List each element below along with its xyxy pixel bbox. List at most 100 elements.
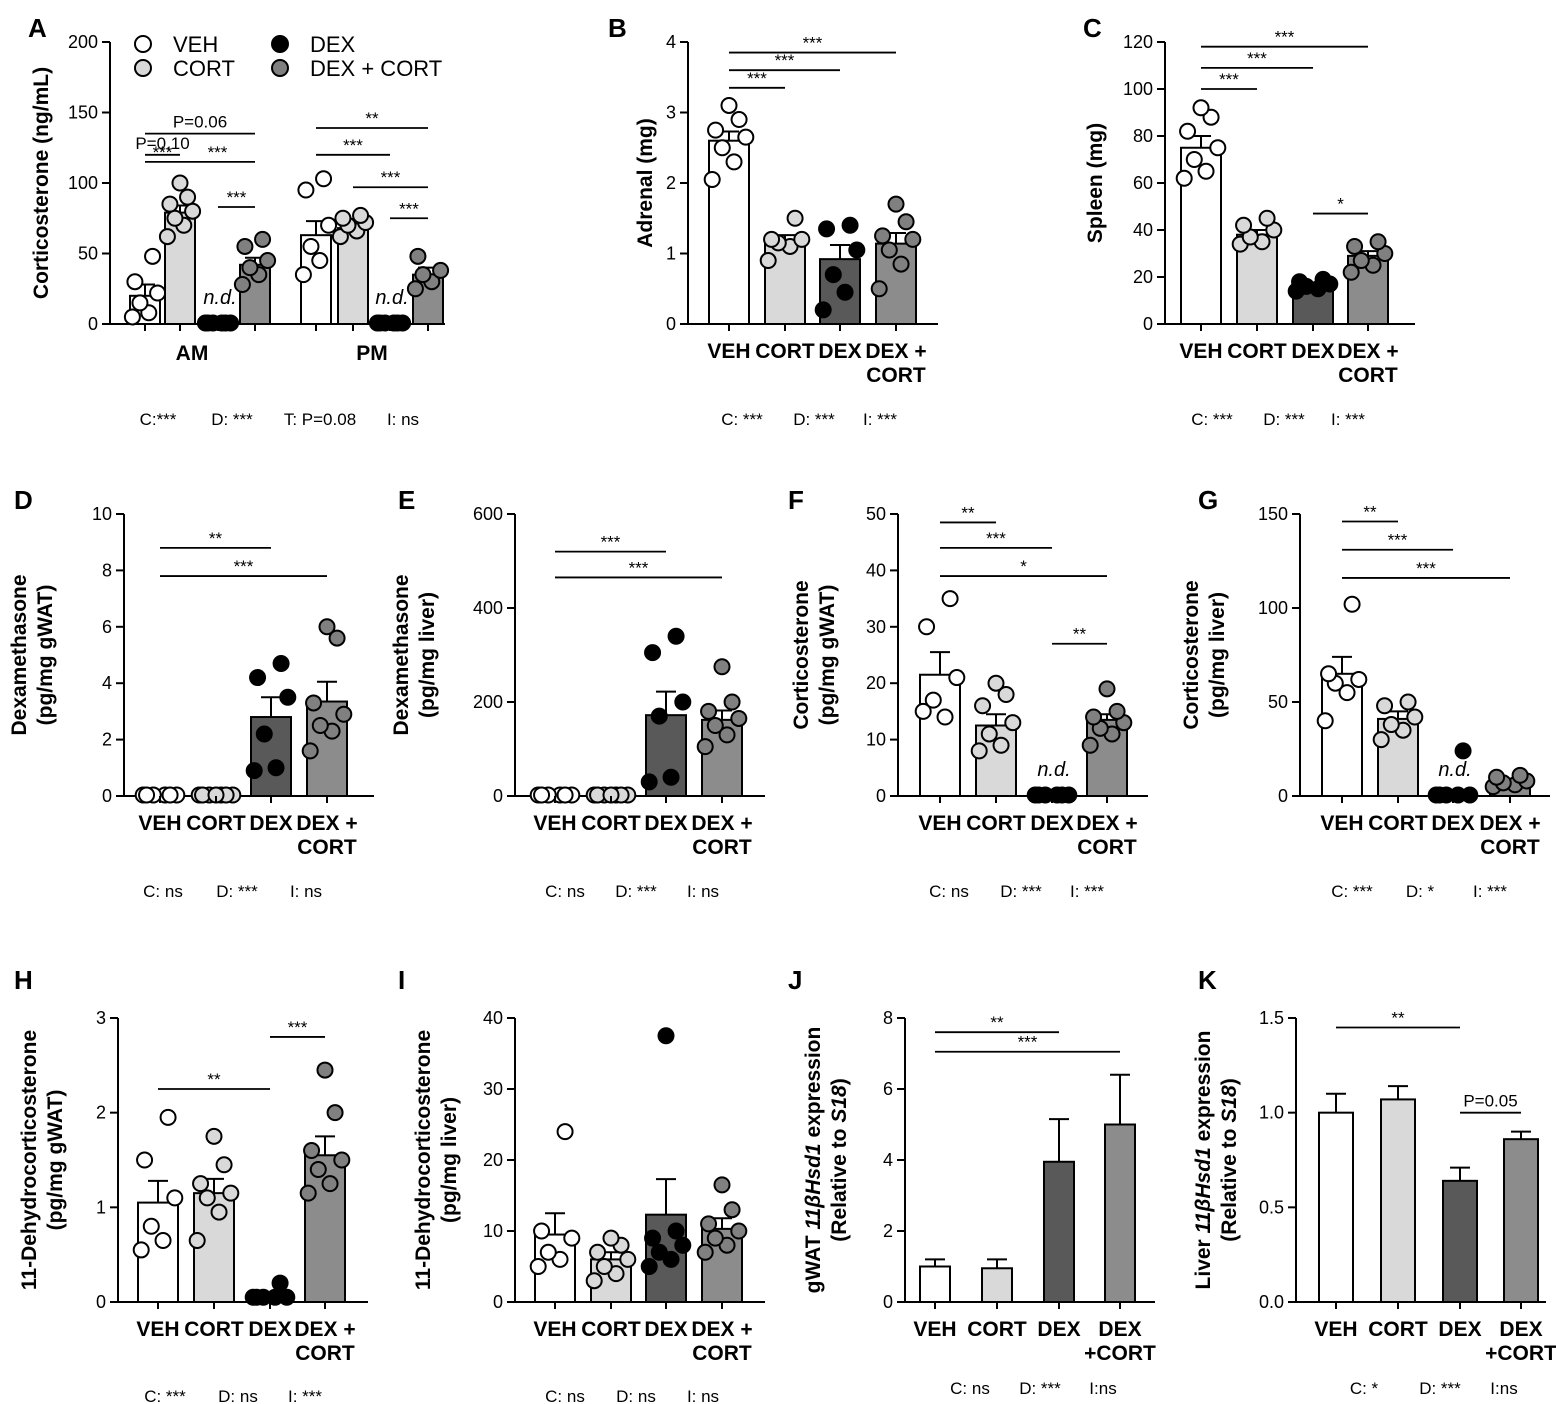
x-tick-label: DEX (1037, 1318, 1080, 1341)
data-point (406, 280, 424, 298)
y-tick-label: 100 (1258, 598, 1288, 618)
data-point (271, 1274, 289, 1292)
data-point (279, 688, 297, 706)
data-point (662, 768, 680, 786)
y-tick-label: 30 (866, 617, 886, 637)
data-point (1511, 766, 1529, 784)
data-point (316, 1061, 334, 1079)
panel-label-H: H (14, 965, 33, 995)
data-point (333, 1151, 351, 1169)
data-point (198, 1189, 216, 1207)
data-point (644, 1229, 662, 1247)
data-point (1185, 151, 1203, 168)
significance-label: *** (234, 557, 254, 576)
data-point (997, 685, 1015, 703)
y-tick-label: 1 (96, 1197, 106, 1217)
significance-label: *** (601, 533, 621, 552)
y-tick-label: 2 (102, 730, 112, 750)
data-point (222, 1184, 240, 1202)
x-tick-label: DEX (644, 812, 687, 835)
panel-A: A 0 50 100 150 200 Corticosterone (ng/mL) AM PM n… (28, 13, 450, 429)
data-point (1454, 742, 1472, 760)
data-point (703, 170, 721, 188)
y-tick-label: 50 (866, 504, 886, 524)
data-point (301, 742, 319, 760)
y-tick-label: 0 (102, 786, 112, 806)
x-tick-label: CORT (581, 812, 641, 835)
stats-text: D: ns (616, 1387, 656, 1404)
y-tick-label: 4 (883, 1150, 893, 1170)
y-tick-label: 100 (1123, 79, 1153, 99)
panel-label-K: K (1198, 965, 1217, 995)
data-point (730, 1222, 748, 1240)
data-point (887, 195, 905, 213)
stats-text: I: ns (387, 410, 419, 429)
data-point (667, 1222, 685, 1240)
x-tick-label: VEH (533, 812, 576, 835)
stats-text: I: *** (1070, 882, 1104, 901)
legend: VEH DEX CORT DEX + CORT (134, 32, 442, 81)
data-point (184, 202, 202, 220)
data-point (706, 717, 724, 734)
legend-marker (271, 59, 289, 77)
y-axis-label-line-0: 11-Dehydrocorticosterone (412, 1030, 435, 1290)
x-tick-label-line: CORT (184, 1318, 244, 1341)
x-tick-label-line: VEH (138, 812, 181, 835)
bar-dex (1442, 1179, 1478, 1303)
x-tick-label: DEX (644, 1318, 687, 1341)
y-tick-label: 0 (493, 786, 503, 806)
x-tick-label: DEX (1030, 812, 1073, 835)
panel-label-B: B (608, 13, 627, 43)
x-tick-label-line: +CORT (1485, 1342, 1556, 1365)
data-point (936, 708, 954, 726)
x-tick-label-line: DEX (1438, 1318, 1481, 1341)
data-point (556, 786, 574, 804)
data-point (1291, 273, 1309, 291)
data-point (1461, 786, 1479, 804)
data-point (696, 738, 714, 756)
y-axis-label-line-1: (pg/mg liver) (438, 1097, 461, 1223)
y-axis-label-line-0: 11-Dehydrocorticosterone (18, 1030, 41, 1290)
x-tick-label-line: DEX + (294, 1318, 355, 1341)
significance-label: *** (775, 51, 795, 70)
data-point (305, 694, 323, 712)
significance-label: *** (1247, 49, 1267, 68)
data-point (334, 209, 352, 227)
data-point (713, 1176, 731, 1194)
significance-label: P=0.06 (173, 113, 227, 132)
significance-label: *** (288, 1018, 308, 1037)
data-point (297, 181, 315, 199)
y-tick-label: 120 (1123, 32, 1153, 52)
panel-label-I: I (398, 965, 405, 995)
stats-text: C: ns (545, 882, 585, 901)
data-point (1372, 731, 1390, 749)
data-point (158, 228, 176, 246)
legend-marker (271, 35, 289, 53)
y-tick-label: 0.0 (1259, 1292, 1284, 1312)
y-axis-label-line-1: (pg/mg gWAT) (34, 585, 57, 726)
y-tick-label: 150 (68, 103, 98, 123)
panel-label-C: C (1083, 13, 1102, 43)
x-tick-label: VEH (136, 1318, 179, 1341)
y-axis-label-line-0: Dexamethasone (390, 574, 413, 735)
significance-label: * (1020, 557, 1027, 576)
bar-dex (1043, 1160, 1075, 1304)
x-tick-label: DEX + CORT (296, 812, 357, 859)
y-tick-label: 20 (1133, 267, 1153, 287)
y-tick-label: 0 (1143, 314, 1153, 334)
y-axis-label-line-0: Spleen (mg) (1084, 123, 1107, 243)
data-point (414, 266, 432, 284)
x-tick-label-line: CORT (1227, 340, 1287, 363)
x-tick-label: DEX + CORT (865, 340, 926, 387)
data-point (619, 1250, 637, 1268)
y-axis-label-line-1: (Relative to S18) (1218, 1078, 1241, 1241)
y-tick-label: 40 (483, 1008, 503, 1028)
data-point (321, 1175, 339, 1193)
y-axis-label: 11-Dehydrocorticosterone (pg/mg gWAT) (18, 1030, 67, 1290)
panel-label-E: E (398, 485, 415, 515)
data-point (136, 1151, 154, 1169)
data-point (640, 773, 658, 791)
y-axis-label-line-0: Corticosterone (1180, 580, 1203, 729)
x-tick-label-line: CORT (186, 812, 246, 835)
